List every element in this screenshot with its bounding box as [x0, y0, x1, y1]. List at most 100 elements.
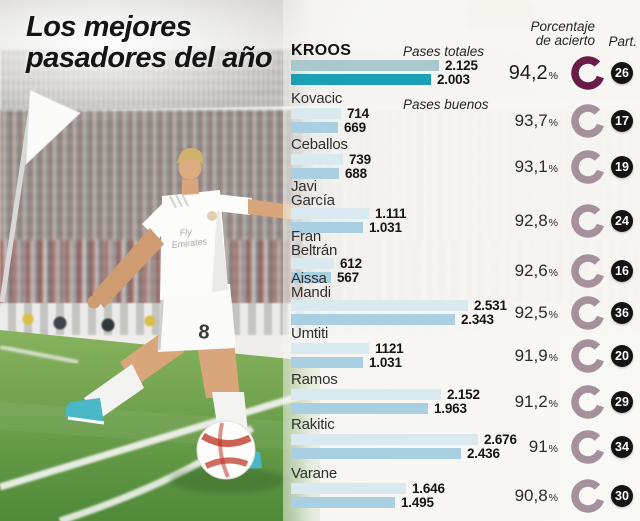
matches-badge: 20: [611, 345, 633, 367]
matches-badge: 29: [611, 391, 633, 413]
player-row: Rakitic 2.676 2.436 91% 34: [285, 416, 640, 464]
accuracy-column-header: Porcentaje de acierto: [530, 19, 595, 48]
accuracy-donut-icon: [571, 339, 605, 373]
pass-bars: 1121 1.031: [291, 342, 640, 371]
player-row: Umtiti 1121 1.031 91,9% 20: [285, 325, 640, 373]
good-passes-value: 2.436: [467, 446, 500, 461]
accuracy-percentage: 92,6%: [514, 261, 558, 280]
total-passes-value: 1.111: [375, 206, 407, 221]
total-passes-bar: [291, 434, 478, 445]
good-passes-series-label: Pases buenos: [403, 97, 489, 112]
good-passes-value: 1.031: [369, 355, 402, 370]
total-passes-bar: [291, 389, 441, 400]
player-name: Ramos: [291, 371, 338, 388]
touchline: [0, 389, 312, 491]
good-passes-bar: [291, 168, 339, 179]
total-passes-series-label: Pases totales: [403, 44, 485, 59]
accuracy-donut-icon: [571, 150, 605, 184]
good-passes-value: 567: [337, 270, 359, 285]
good-passes-value: 688: [345, 166, 367, 181]
page-title-line1: Los mejores: [26, 11, 192, 43]
good-passes-value: 1.031: [369, 220, 402, 235]
good-passes-bar: [291, 272, 331, 283]
player-name: Varane: [291, 465, 338, 482]
good-passes-bar: [291, 74, 431, 85]
good-passes-value: 1.495: [401, 495, 434, 510]
player-row: KROOS 2.125 2.003 94,2% 26: [285, 42, 640, 90]
matches-badge: 34: [611, 436, 633, 458]
matches-badge: 26: [611, 62, 633, 84]
total-passes-value: 739: [349, 152, 371, 167]
total-passes-value: 714: [347, 106, 369, 121]
pass-bars: 2.531 2.343: [291, 298, 640, 328]
accuracy-percentage: 93,7%: [514, 111, 558, 130]
pass-bars: 739 688: [291, 152, 640, 182]
player-name: KROOS: [291, 42, 352, 59]
total-passes-value: 612: [340, 256, 362, 271]
player-row: Kovacic 714 669 93,7% 17: [285, 90, 640, 138]
pass-bars: 714 669: [291, 106, 640, 136]
total-passes-bar: [291, 300, 468, 311]
total-passes-bar: [291, 60, 439, 71]
player-row: Javi García 1.111 1.031 92,8% 24: [285, 179, 640, 238]
player-row: Ramos 2.152 1.963 91,2% 29: [285, 371, 640, 419]
good-passes-bar: [291, 222, 363, 233]
good-passes-bar: [291, 314, 455, 325]
accuracy-percentage: 93,1%: [514, 157, 558, 176]
accuracy-donut-icon: [571, 479, 605, 513]
pass-bars: 1.111 1.031: [291, 206, 640, 236]
matches-badge: 17: [611, 110, 633, 132]
accuracy-percentage: 92,5%: [514, 303, 558, 322]
good-passes-value: 669: [344, 120, 366, 135]
accuracy-donut-icon: [571, 296, 605, 330]
accuracy-donut-icon: [571, 254, 605, 288]
total-passes-bar: [291, 483, 406, 494]
total-passes-value: 2.531: [474, 298, 507, 313]
player-row: Fran Beltrán 612 567 92,6% 16: [285, 228, 640, 288]
accuracy-donut-icon: [571, 104, 605, 138]
matches-badge: 36: [611, 302, 633, 324]
total-passes-value: 1.646: [412, 481, 445, 496]
accuracy-percentage: 91,2%: [514, 392, 558, 411]
player-row: Ceballos 739 688 93,1% 19: [285, 136, 640, 184]
total-passes-bar: [291, 154, 343, 165]
good-passes-bar: [291, 497, 395, 508]
jersey-sponsor-line1: Fly: [179, 227, 192, 238]
accuracy-percentage: 90,8%: [514, 486, 558, 505]
good-passes-value: 1.963: [434, 401, 467, 416]
good-passes-value: 2.343: [461, 312, 494, 327]
accuracy-percentage: 94,2%: [508, 62, 558, 84]
player-name: Umtiti: [291, 325, 329, 342]
player-name: Kovacic: [291, 90, 343, 107]
pass-bars: 2.152 1.963: [291, 387, 640, 417]
total-passes-value: 2.152: [447, 387, 480, 402]
jersey-crest: [207, 211, 217, 221]
matches-badge: 24: [611, 210, 633, 232]
player-name: Rakitic: [291, 416, 335, 433]
good-passes-bar: [291, 448, 461, 459]
pass-bars: 2.676 2.436: [291, 433, 640, 462]
player-name: Ceballos: [291, 136, 348, 153]
total-passes-bar: [291, 343, 369, 354]
pass-bars: 2.125 2.003: [291, 59, 640, 88]
accuracy-percentage: 91,9%: [514, 346, 558, 365]
total-passes-bar: [291, 208, 369, 219]
accuracy-percentage: 91%: [528, 437, 558, 456]
jersey-sponsor-line2: Emirates: [171, 236, 208, 250]
player-row: Aissa Mandi 2.531 2.343 92,5% 36: [285, 270, 640, 330]
matches-badge: 16: [611, 260, 633, 282]
pass-bars: 612 567: [291, 256, 640, 286]
player-row: Varane 1.646 1.495 90,8% 30: [285, 465, 640, 513]
page-title-line2: pasadores del año: [26, 42, 273, 74]
corner-flag: [25, 89, 81, 166]
total-passes-bar: [291, 258, 334, 269]
player-name: Aissa Mandi: [291, 270, 331, 301]
accuracy-donut-icon: [571, 204, 605, 238]
good-passes-value: 2.003: [437, 72, 470, 87]
total-passes-bar: [291, 108, 341, 119]
player-name: Fran Beltrán: [291, 228, 338, 259]
good-passes-bar: [291, 122, 338, 133]
shorts-number: 8: [198, 321, 211, 344]
